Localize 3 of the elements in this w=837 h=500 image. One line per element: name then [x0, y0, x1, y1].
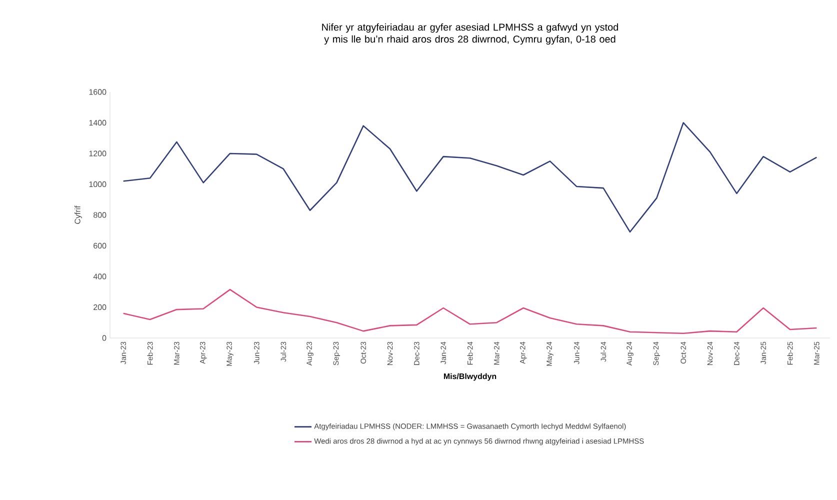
line-series [122, 288, 818, 334]
chart-title: Nifer yr atgyfeiriadau ar gyfer asesiad LPMHSS a gafwyd yn ystod y mis lle bu’n rhaid aros dros 28 diwrnod, Cymru gyfan, 0-18 oed [322, 23, 618, 45]
line-series [122, 122, 818, 233]
